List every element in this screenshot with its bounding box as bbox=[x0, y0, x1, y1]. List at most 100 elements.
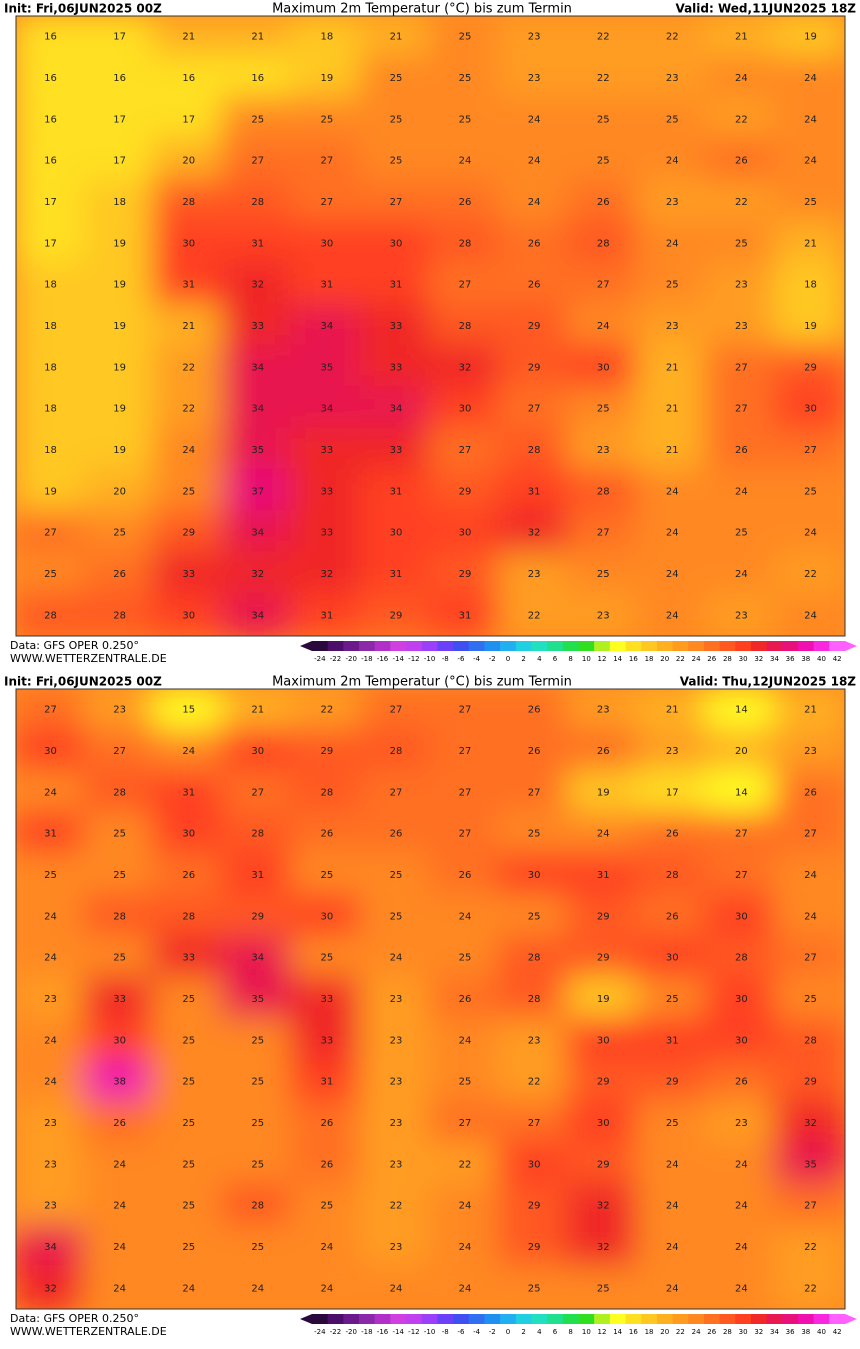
temp-value: 25 bbox=[251, 1035, 264, 1046]
temp-cell bbox=[428, 1224, 502, 1270]
temp-value: 25 bbox=[182, 1242, 195, 1253]
legend-label: 8 bbox=[568, 1328, 572, 1336]
temp-value: 26 bbox=[321, 1118, 334, 1129]
temp-cell bbox=[83, 689, 157, 733]
temp-cell bbox=[221, 976, 295, 1022]
temp-cell bbox=[566, 689, 640, 733]
legend-swatch bbox=[374, 641, 391, 651]
temp-value: 27 bbox=[251, 787, 264, 798]
temp-cell bbox=[359, 1100, 433, 1146]
temp-cell bbox=[497, 551, 571, 597]
temp-cell bbox=[152, 220, 226, 266]
legend-swatch bbox=[500, 641, 517, 651]
temp-cell bbox=[566, 96, 640, 142]
temp-cell bbox=[566, 179, 640, 225]
temp-cell bbox=[221, 1100, 295, 1146]
temp-value: 22 bbox=[597, 32, 610, 43]
temp-cell bbox=[359, 138, 433, 184]
temp-value: 26 bbox=[182, 870, 195, 881]
temp-value: 28 bbox=[251, 829, 264, 840]
temp-cell bbox=[152, 1059, 226, 1105]
temp-value: 21 bbox=[182, 321, 195, 332]
temp-cell bbox=[290, 344, 364, 390]
temp-cell bbox=[635, 1100, 709, 1146]
temp-value: 27 bbox=[804, 829, 817, 840]
temp-value: 28 bbox=[44, 610, 57, 621]
temp-cell bbox=[635, 427, 709, 473]
temp-cell bbox=[428, 852, 502, 898]
temp-cell bbox=[773, 852, 845, 898]
legend-swatch bbox=[562, 1314, 579, 1324]
temp-cell bbox=[83, 510, 157, 556]
temp-cell bbox=[773, 344, 845, 390]
legend-swatch bbox=[656, 1314, 674, 1324]
temp-value: 18 bbox=[113, 197, 126, 208]
temp-value: 27 bbox=[459, 1118, 472, 1129]
temp-cell bbox=[635, 852, 709, 898]
temp-cell bbox=[152, 303, 226, 349]
temp-value: 25 bbox=[666, 280, 679, 291]
temp-cell bbox=[152, 976, 226, 1022]
temp-value: 33 bbox=[182, 569, 195, 580]
temp-cell bbox=[566, 1224, 640, 1270]
temp-value: 24 bbox=[528, 156, 541, 167]
temp-value: 31 bbox=[390, 280, 403, 291]
temp-value: 32 bbox=[44, 1283, 57, 1294]
temp-cell bbox=[16, 16, 88, 60]
temp-cell bbox=[497, 811, 571, 857]
temp-cell bbox=[428, 1059, 502, 1105]
temp-cell bbox=[566, 303, 640, 349]
temp-value: 24 bbox=[459, 911, 472, 922]
data-source: Data: GFS OPER 0.250° bbox=[10, 639, 139, 652]
temp-cell bbox=[635, 893, 709, 939]
legend-label: 42 bbox=[833, 655, 842, 663]
temp-value: 24 bbox=[44, 1035, 57, 1046]
legend-label: 30 bbox=[739, 655, 748, 663]
temp-value: 24 bbox=[321, 1242, 334, 1253]
temp-cell bbox=[428, 220, 502, 266]
temp-value: 26 bbox=[390, 829, 403, 840]
temp-cell bbox=[497, 1265, 571, 1309]
temp-cell bbox=[704, 811, 778, 857]
temp-value: 23 bbox=[597, 445, 610, 456]
temp-cell bbox=[635, 1141, 709, 1187]
temp-cell bbox=[221, 1141, 295, 1187]
temp-value: 31 bbox=[251, 870, 264, 881]
legend-swatch bbox=[515, 1314, 532, 1324]
legend-swatch bbox=[437, 1314, 454, 1324]
temp-value: 24 bbox=[44, 1077, 57, 1088]
legend-label: 36 bbox=[786, 1328, 795, 1336]
temp-cell bbox=[773, 935, 845, 981]
temp-value: 22 bbox=[804, 1283, 817, 1294]
legend-swatch bbox=[719, 641, 736, 651]
temp-cell bbox=[704, 935, 778, 981]
temp-cell bbox=[290, 728, 364, 774]
temp-cell bbox=[497, 179, 571, 225]
temp-value: 26 bbox=[666, 829, 679, 840]
temp-value: 21 bbox=[251, 705, 264, 716]
temp-cell bbox=[290, 811, 364, 857]
temp-value: 24 bbox=[804, 156, 817, 167]
temp-cell bbox=[635, 551, 709, 597]
temp-cell bbox=[635, 769, 709, 815]
temp-cell bbox=[152, 811, 226, 857]
legend-swatch bbox=[766, 1314, 783, 1324]
temp-cell bbox=[635, 468, 709, 514]
temp-value: 25 bbox=[251, 114, 264, 125]
temp-value: 34 bbox=[251, 528, 264, 539]
temp-cell bbox=[428, 551, 502, 597]
temp-value: 27 bbox=[44, 528, 57, 539]
temp-value: 28 bbox=[390, 746, 403, 757]
temp-value: 27 bbox=[459, 829, 472, 840]
temp-value: 33 bbox=[182, 953, 195, 964]
temp-cell bbox=[152, 852, 226, 898]
temp-cell bbox=[497, 1224, 571, 1270]
legend-label: 32 bbox=[754, 655, 763, 663]
temp-value: 24 bbox=[597, 829, 610, 840]
temp-value: 25 bbox=[666, 994, 679, 1005]
legend-label: 16 bbox=[629, 1328, 638, 1336]
temp-cell bbox=[428, 1100, 502, 1146]
legend-label: -20 bbox=[345, 655, 356, 663]
temp-value: 14 bbox=[735, 705, 748, 716]
legend-swatch bbox=[797, 641, 815, 651]
